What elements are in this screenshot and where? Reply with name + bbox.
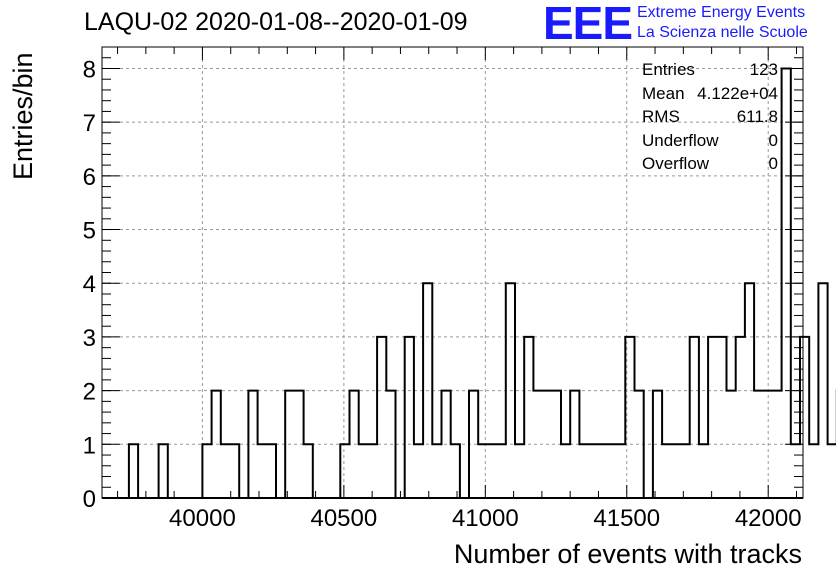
y-tick-label: 2 xyxy=(83,379,96,406)
stat-overflow: Overflow 0 xyxy=(642,154,782,178)
x-axis-label: Number of events with tracks xyxy=(454,539,802,569)
histogram-bin xyxy=(267,444,276,498)
logo-caption: Extreme Energy Events La Scienza nelle S… xyxy=(637,3,808,43)
histogram-bin xyxy=(589,444,598,498)
logo-line-1: Extreme Energy Events xyxy=(637,4,806,21)
histogram-bin xyxy=(717,337,726,498)
stat-entries: Entries 123 xyxy=(642,60,782,84)
y-tick-label: 6 xyxy=(83,164,96,191)
histogram-bin xyxy=(662,444,671,498)
y-tick-label: 4 xyxy=(83,271,96,298)
histogram-bin xyxy=(340,444,349,498)
histogram-bin xyxy=(129,444,138,498)
histogram-bin xyxy=(524,337,533,498)
histogram-bin xyxy=(159,444,168,498)
histogram-bin xyxy=(377,337,386,498)
histogram-bin xyxy=(561,444,570,498)
stat-label: Mean xyxy=(642,83,685,103)
y-tick-label: 5 xyxy=(83,218,96,245)
histogram-bin xyxy=(359,444,368,498)
histogram-bin xyxy=(497,444,506,498)
x-tick-label: 40000 xyxy=(169,505,236,532)
histogram-bin xyxy=(809,444,818,498)
histogram-bin xyxy=(791,444,800,498)
histogram-bin xyxy=(304,444,313,498)
histogram-bin xyxy=(681,444,690,498)
histogram-bin xyxy=(451,444,460,498)
histogram-bin xyxy=(258,444,267,498)
histogram-bin xyxy=(487,444,496,498)
histogram-line xyxy=(102,67,836,499)
stat-label: Overflow xyxy=(642,154,710,173)
histogram-bin xyxy=(515,444,524,498)
histogram-bin xyxy=(230,444,239,498)
histogram-bin xyxy=(607,444,616,498)
histogram-bin xyxy=(202,444,211,498)
stats-box: Entries 123 Mean 4.122e+04 RMS 611.8 Und… xyxy=(642,60,782,178)
y-tick-label: 7 xyxy=(83,110,96,137)
histogram-bin xyxy=(736,337,745,498)
histogram-bin xyxy=(800,337,809,498)
histogram-bin xyxy=(598,444,607,498)
histogram-bin xyxy=(405,337,414,498)
stat-label: RMS xyxy=(642,107,680,126)
logo-line-2: La Scienza nelle Scuole xyxy=(637,24,808,41)
histogram-bin xyxy=(828,444,836,498)
x-tick-label: 42000 xyxy=(735,505,802,532)
histogram-bin xyxy=(671,444,680,498)
stat-value: 0 xyxy=(768,154,778,173)
x-tick-label: 41500 xyxy=(593,505,660,532)
histogram-bin xyxy=(690,337,699,498)
chart-title: LAQU-02 2020-01-08--2020-01-09 xyxy=(84,8,468,36)
axis-ticks xyxy=(102,46,803,499)
histogram-bin xyxy=(368,444,377,498)
y-axis-label: Entries/bin xyxy=(8,52,38,180)
histogram-bin xyxy=(432,444,441,498)
histogram-bin xyxy=(616,444,625,498)
histogram-bin xyxy=(708,337,717,498)
x-tick-label: 40500 xyxy=(310,505,377,532)
y-tick-label: 1 xyxy=(83,432,96,459)
x-tick-label: 41000 xyxy=(452,505,519,532)
y-tick-label: 3 xyxy=(83,325,96,352)
histogram-bin xyxy=(818,283,827,498)
y-tick-label: 0 xyxy=(83,486,96,513)
eee-logo: EEE xyxy=(543,0,633,49)
stat-underflow: Underflow 0 xyxy=(642,131,782,155)
stat-label: Entries xyxy=(642,60,695,79)
stat-mean: Mean 4.122e+04 xyxy=(642,84,782,108)
stat-value: 4.122e+04 xyxy=(697,83,778,103)
histogram-bin xyxy=(699,444,708,498)
y-tick-label: 8 xyxy=(83,56,96,83)
histogram-bin xyxy=(221,444,230,498)
stat-rms: RMS 611.8 xyxy=(642,107,782,131)
stat-value: 123 xyxy=(749,60,778,79)
histogram-bin xyxy=(414,444,423,498)
stat-label: Underflow xyxy=(642,130,719,150)
histogram-bin xyxy=(579,444,588,498)
stat-value: 611.8 xyxy=(736,107,778,126)
stat-value: 0 xyxy=(768,130,778,150)
histogram-bin xyxy=(478,444,487,498)
